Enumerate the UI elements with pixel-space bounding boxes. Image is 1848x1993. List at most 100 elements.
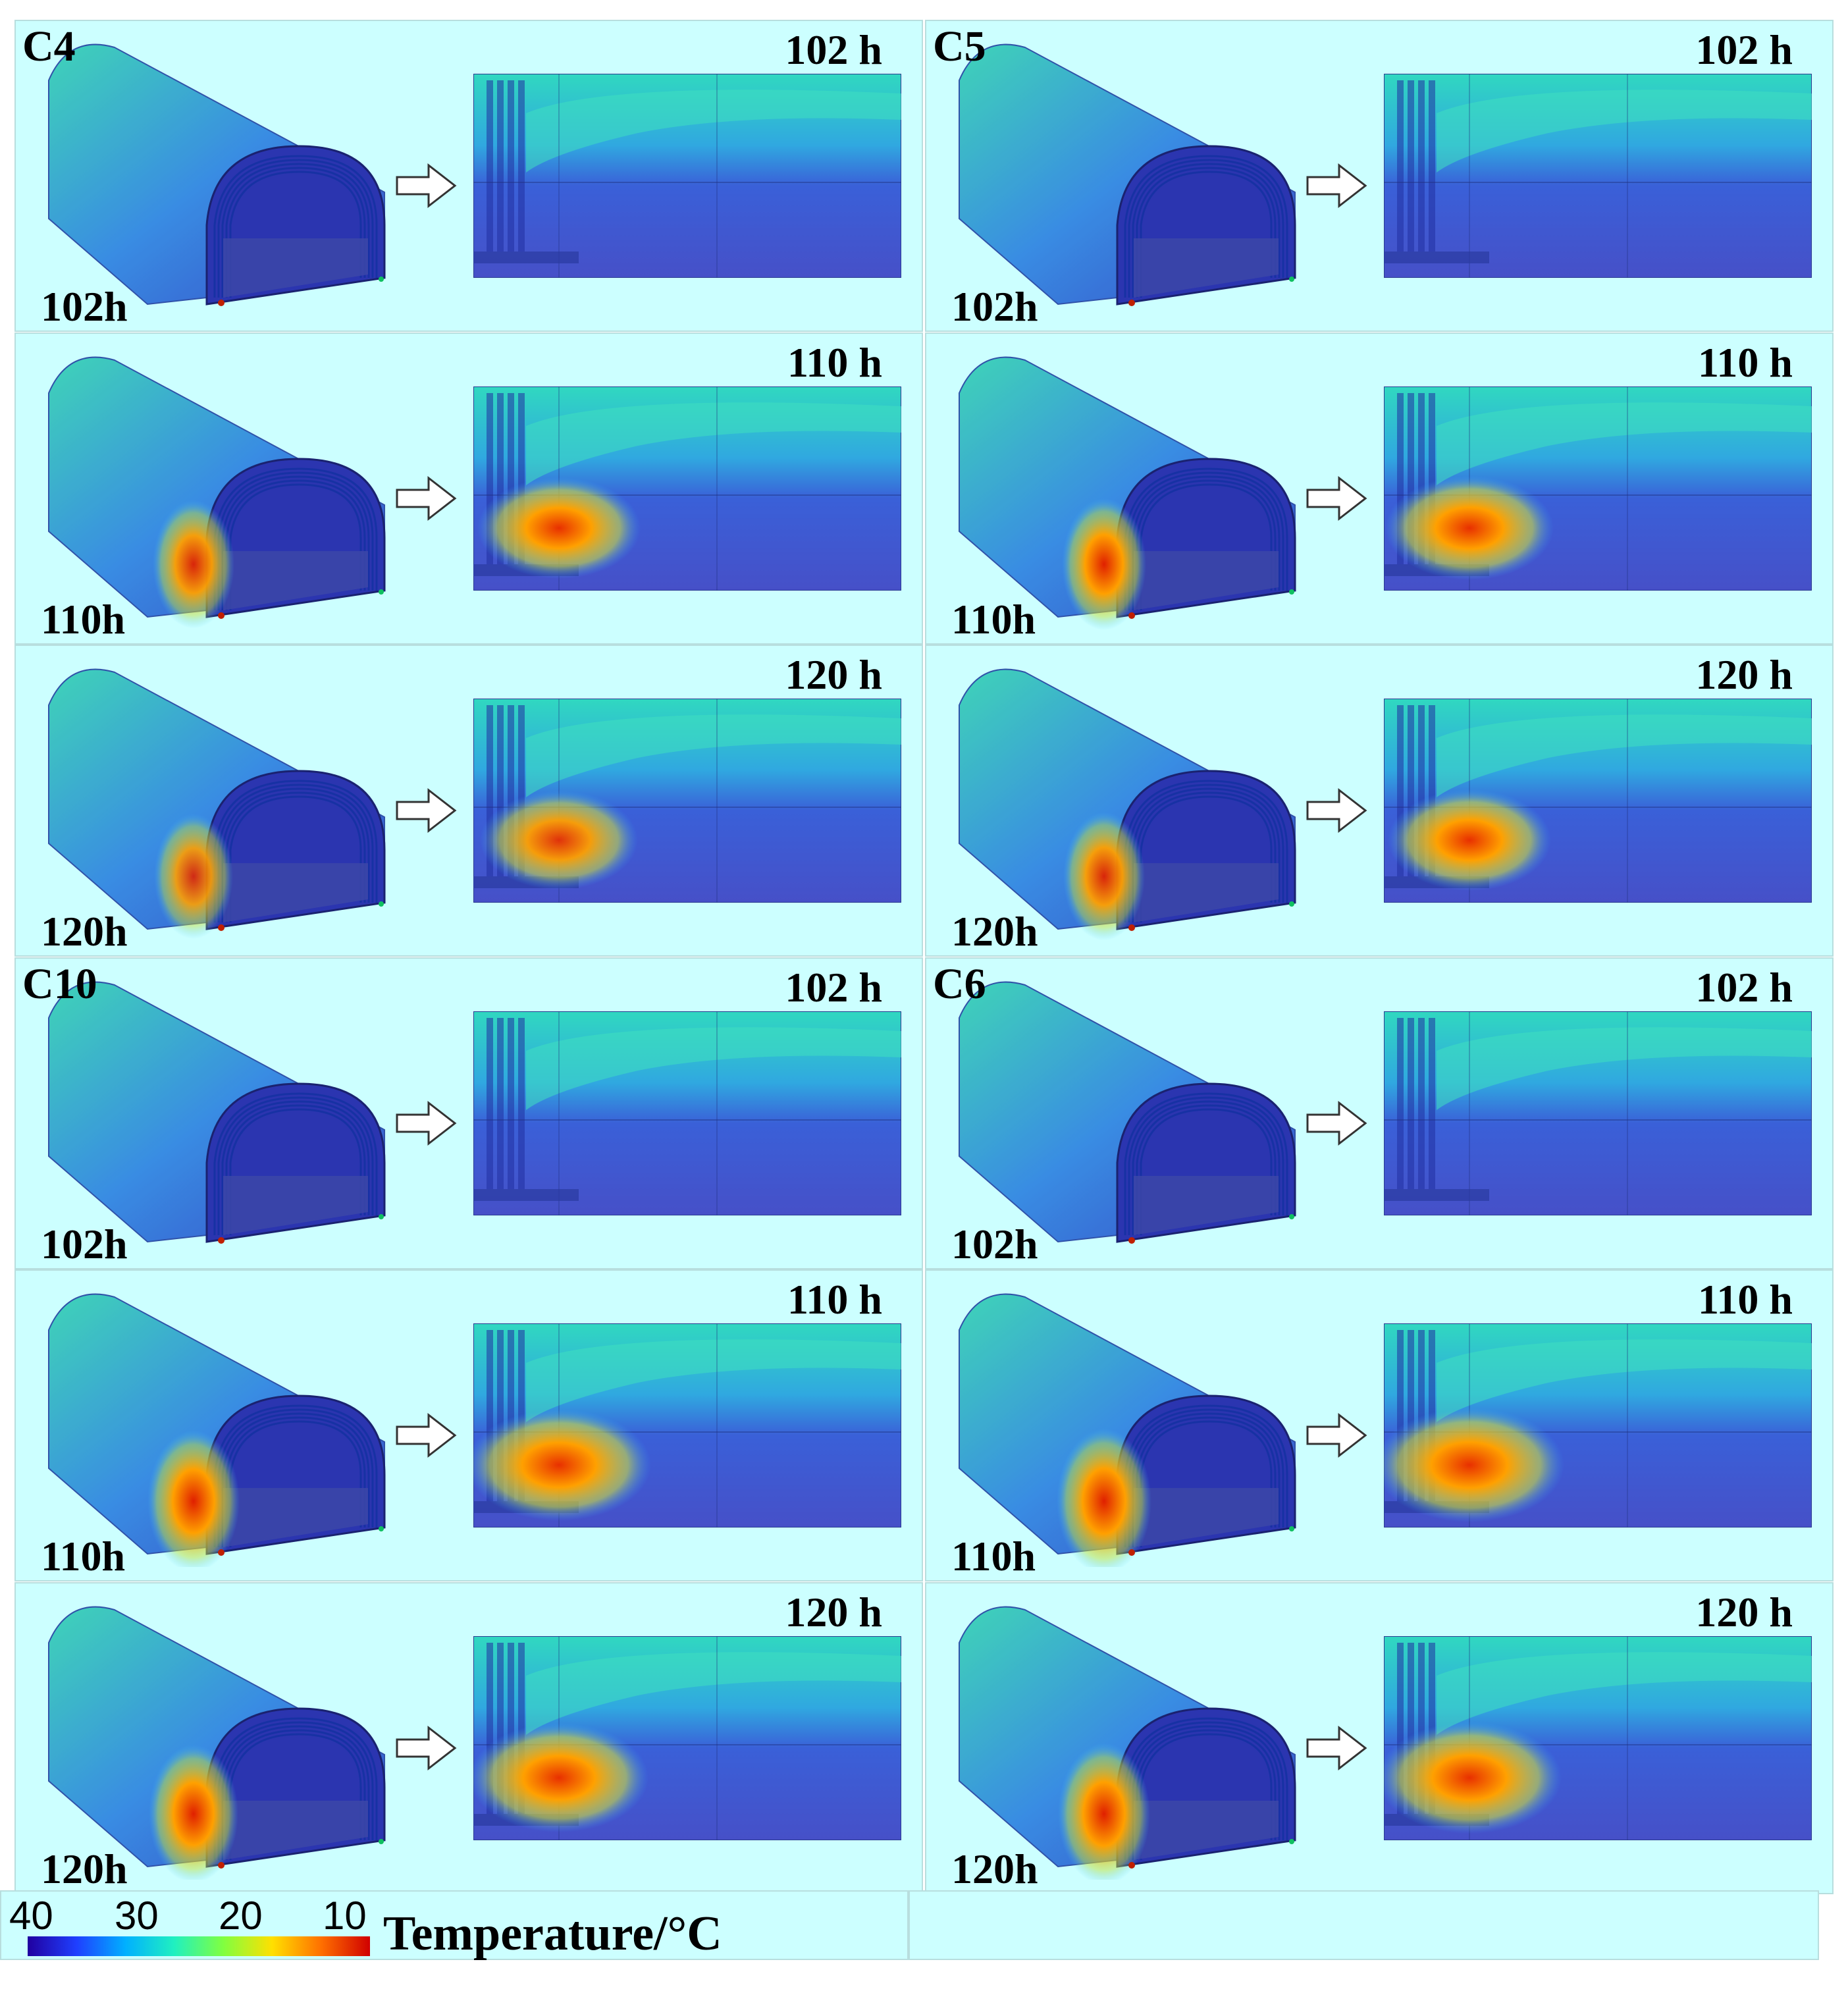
right-arrow-icon <box>1306 1100 1367 1146</box>
longitudinal-section-view <box>473 386 901 591</box>
sensor-dot <box>379 1526 384 1531</box>
time-label-top: 110 h <box>787 1276 882 1323</box>
right-arrow-icon <box>1306 1725 1367 1770</box>
fire-hot-zone <box>1388 789 1551 891</box>
right-arrow-icon <box>396 1100 457 1146</box>
panel-c4-102h: C4 102 h 102h <box>14 20 923 332</box>
fan-column <box>487 392 493 564</box>
tunnel-3d-view <box>959 1293 1296 1567</box>
sensor-dot <box>1289 1838 1294 1844</box>
sensor-dot <box>1128 300 1135 306</box>
fan-column <box>1397 392 1404 564</box>
time-label-top: 120 h <box>1695 651 1793 698</box>
figure: C4 102 h 102h 110 h 110h 120 h 120h C5 102 h 102h… <box>14 20 1834 1980</box>
smoke-plume <box>1437 402 1812 485</box>
fan-column <box>1397 705 1404 876</box>
fan-column <box>1397 1017 1404 1189</box>
fire-hot-zone <box>1062 498 1146 630</box>
longitudinal-section-view <box>1384 74 1812 278</box>
fan-column <box>518 705 525 876</box>
sensor-dot <box>379 277 384 282</box>
tunnel-floor <box>1134 550 1279 610</box>
right-arrow-icon <box>1306 163 1367 209</box>
tunnel-floor <box>1134 1175 1279 1235</box>
fan-column <box>487 1642 493 1814</box>
time-label-bottom: 110h <box>41 1533 126 1580</box>
time-label-top: 120 h <box>1695 1588 1793 1635</box>
right-arrow-icon <box>396 163 457 209</box>
panel-c10-120h: 120 h 120h <box>14 1581 923 1894</box>
fire-hot-zone <box>473 1722 648 1832</box>
fan-column <box>508 705 514 876</box>
fan-column <box>497 1017 504 1189</box>
tunnel-3d-view <box>959 43 1296 306</box>
fire-hot-zone <box>1385 475 1554 580</box>
legend-tick-30: 30 <box>115 1894 159 1938</box>
panel-c6-120h: 120 h 120h <box>925 1581 1834 1894</box>
smoke-plume <box>526 402 901 485</box>
tunnel-3d-view <box>959 356 1296 630</box>
right-arrow-icon <box>396 1725 457 1770</box>
smoke-plume <box>526 1026 901 1110</box>
time-label-bottom: 120h <box>41 908 128 955</box>
fan-column <box>508 80 514 252</box>
tunnel-3d-view <box>48 1293 386 1567</box>
fire-hot-zone <box>1384 1721 1562 1834</box>
fire-hot-zone <box>1057 1429 1151 1567</box>
time-label-top: 120 h <box>785 1588 882 1635</box>
fan-column <box>1408 80 1414 252</box>
longitudinal-section-view <box>1384 386 1812 591</box>
tunnel-3d-view <box>959 1606 1296 1880</box>
fan-column <box>1397 1642 1404 1814</box>
tunnel-3d-view <box>48 668 386 939</box>
fan-column <box>1418 80 1425 252</box>
fan-column <box>508 1017 514 1189</box>
fire-hot-zone <box>1058 1743 1150 1880</box>
legend-blank-panel <box>909 1890 1819 1960</box>
smoke-plume <box>1437 1651 1812 1735</box>
tunnel-3d-view <box>48 356 386 628</box>
fire-hot-zone <box>480 791 638 890</box>
fan-column <box>1418 1017 1425 1189</box>
tunnel-3d-view <box>48 981 386 1244</box>
fan-column <box>487 705 493 876</box>
fan-column <box>497 392 504 564</box>
fan-column <box>1429 1017 1435 1189</box>
legend-tick-10: 10 <box>323 1894 367 1938</box>
smoke-plume <box>526 1651 901 1735</box>
smoke-plume <box>1437 1339 1812 1422</box>
sensor-dot <box>218 1861 224 1869</box>
sensor-dot <box>218 1236 224 1244</box>
fan-column <box>497 80 504 252</box>
smoke-plume <box>1437 1026 1812 1110</box>
fan-column <box>1397 80 1404 252</box>
fire-hot-zone <box>154 814 233 939</box>
time-label-bottom: 102h <box>951 1220 1038 1267</box>
time-label-top: 102 h <box>785 963 882 1011</box>
panel-c4-110h: 110 h 110h <box>14 332 923 645</box>
fan-column <box>518 80 525 252</box>
longitudinal-section-view <box>1384 1635 1812 1840</box>
fan-column <box>487 1017 493 1189</box>
fan-column <box>1408 1642 1414 1814</box>
smoke-plume <box>1437 90 1812 173</box>
legend-title: Temperature/°C <box>383 1907 722 1961</box>
longitudinal-section-view <box>1384 1011 1812 1215</box>
fan-column <box>1408 705 1414 876</box>
fan-column <box>497 705 504 876</box>
sensor-dot <box>379 589 384 595</box>
fan-column <box>497 1330 504 1501</box>
tunnel-floor <box>1134 238 1279 298</box>
fan-column <box>518 1017 525 1189</box>
sensor-dot <box>379 1213 384 1219</box>
sensor-dot <box>1128 612 1135 619</box>
color-bar <box>28 1936 370 1956</box>
time-label-top: 102 h <box>1695 963 1793 1011</box>
tunnel-3d-view <box>959 668 1296 941</box>
fan-column <box>1429 392 1435 564</box>
case-label: C4 <box>22 22 76 70</box>
sensor-dot <box>1128 1861 1135 1869</box>
case-label: C10 <box>22 959 97 1008</box>
tunnel-floor <box>223 238 368 298</box>
fan-column <box>508 392 514 564</box>
